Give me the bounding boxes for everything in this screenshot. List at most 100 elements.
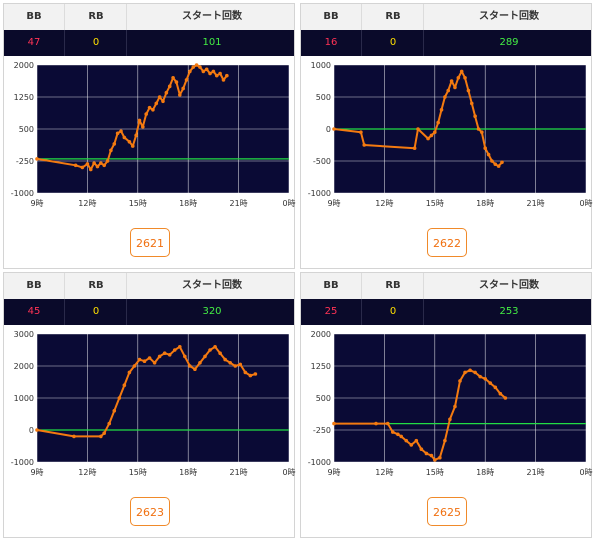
data-point bbox=[473, 114, 477, 118]
stats-values: 25 0 253 bbox=[301, 299, 591, 325]
bb-count: 47 bbox=[27, 37, 41, 48]
start-count-header: スタート回数 bbox=[126, 273, 297, 299]
data-point bbox=[105, 159, 110, 163]
data-point bbox=[225, 73, 229, 78]
data-point bbox=[463, 76, 467, 80]
bb-header: BB bbox=[26, 280, 42, 291]
x-tick-label: 18時 bbox=[179, 468, 197, 477]
data-point bbox=[396, 432, 400, 437]
data-point bbox=[503, 396, 508, 400]
x-tick-label: 12時 bbox=[375, 468, 393, 477]
data-point bbox=[188, 364, 192, 368]
data-point bbox=[172, 348, 177, 352]
data-point bbox=[374, 421, 378, 426]
machine-number-button[interactable]: 2621 bbox=[130, 228, 170, 257]
data-point bbox=[476, 127, 481, 131]
data-point bbox=[164, 90, 169, 95]
data-point bbox=[161, 99, 165, 104]
machine-number-button[interactable]: 2622 bbox=[427, 228, 467, 257]
bb-count: 45 bbox=[27, 306, 41, 317]
y-tick-label: -1000 bbox=[308, 189, 331, 198]
data-point bbox=[191, 65, 196, 69]
data-point bbox=[218, 351, 222, 355]
bb-header: BB bbox=[26, 11, 42, 22]
data-point bbox=[183, 354, 187, 359]
data-point bbox=[493, 162, 498, 166]
data-point bbox=[459, 69, 464, 74]
x-tick-label: 21時 bbox=[230, 199, 248, 208]
start-count: 253 bbox=[423, 299, 594, 325]
data-point bbox=[483, 377, 487, 381]
data-point bbox=[151, 108, 155, 112]
stats-values: 47 0 101 bbox=[4, 30, 294, 56]
data-point bbox=[188, 69, 192, 74]
data-point bbox=[181, 86, 185, 91]
data-point bbox=[127, 370, 132, 375]
machine-number-button[interactable]: 2625 bbox=[427, 497, 467, 526]
y-tick-label: 2000 bbox=[311, 330, 331, 339]
data-point bbox=[414, 438, 419, 443]
data-point bbox=[152, 361, 157, 365]
data-point bbox=[119, 129, 123, 133]
data-point bbox=[112, 409, 117, 413]
stats-header: BB RB スタート回数 bbox=[301, 273, 591, 300]
x-tick-label: 12時 bbox=[375, 199, 393, 208]
data-point bbox=[167, 84, 172, 89]
x-tick-label: 15時 bbox=[129, 468, 147, 477]
data-point bbox=[218, 71, 222, 76]
bb-count: 16 bbox=[324, 37, 338, 48]
data-point bbox=[132, 364, 137, 368]
data-point bbox=[109, 148, 113, 153]
start-count-header: スタート回数 bbox=[423, 4, 594, 30]
slump-graph: 9時 12時 15時 18時 21時 0時 1000 500 0 -500 -1000 bbox=[308, 61, 593, 208]
data-point bbox=[362, 143, 367, 147]
data-point bbox=[488, 381, 493, 385]
rb-header: RB bbox=[64, 4, 127, 30]
data-point bbox=[359, 130, 363, 134]
data-point bbox=[439, 108, 444, 112]
data-point bbox=[228, 361, 232, 365]
data-point bbox=[448, 417, 452, 422]
data-point bbox=[178, 345, 182, 349]
data-point bbox=[490, 159, 494, 163]
stats-values: 45 0 320 bbox=[4, 299, 294, 325]
data-point bbox=[134, 133, 138, 138]
data-point bbox=[154, 101, 159, 106]
data-point bbox=[473, 370, 477, 375]
data-point bbox=[221, 78, 226, 82]
stats-header: BB RB スタート回数 bbox=[4, 273, 294, 300]
data-point bbox=[433, 130, 437, 134]
data-point bbox=[468, 368, 472, 373]
data-point bbox=[184, 78, 189, 82]
data-point bbox=[198, 361, 202, 365]
x-tick-label: 18時 bbox=[179, 199, 197, 208]
y-tick-label: -500 bbox=[313, 157, 331, 166]
x-tick-label: 18時 bbox=[476, 199, 494, 208]
rb-header: RB bbox=[361, 4, 424, 30]
data-point bbox=[72, 434, 76, 439]
x-tick-label: 0時 bbox=[282, 468, 295, 477]
data-point bbox=[429, 133, 434, 138]
data-point bbox=[433, 458, 437, 462]
data-point bbox=[102, 163, 106, 168]
x-tick-label: 0時 bbox=[282, 199, 295, 208]
y-tick-label: 1250 bbox=[311, 362, 331, 371]
data-point bbox=[137, 357, 142, 362]
data-point bbox=[248, 373, 253, 378]
rb-header: RB bbox=[361, 273, 424, 299]
data-point bbox=[95, 164, 100, 169]
data-point bbox=[35, 428, 39, 432]
data-point bbox=[243, 370, 248, 375]
rb-count: 0 bbox=[361, 30, 424, 56]
data-point bbox=[404, 438, 409, 443]
data-point bbox=[493, 385, 498, 390]
data-point bbox=[498, 391, 503, 396]
data-point bbox=[416, 127, 420, 131]
data-point bbox=[157, 354, 162, 359]
data-point bbox=[35, 157, 39, 161]
data-point bbox=[424, 451, 429, 456]
machine-number-button[interactable]: 2623 bbox=[130, 497, 170, 526]
data-point bbox=[201, 69, 206, 74]
data-point bbox=[426, 136, 430, 141]
data-point bbox=[147, 105, 152, 110]
